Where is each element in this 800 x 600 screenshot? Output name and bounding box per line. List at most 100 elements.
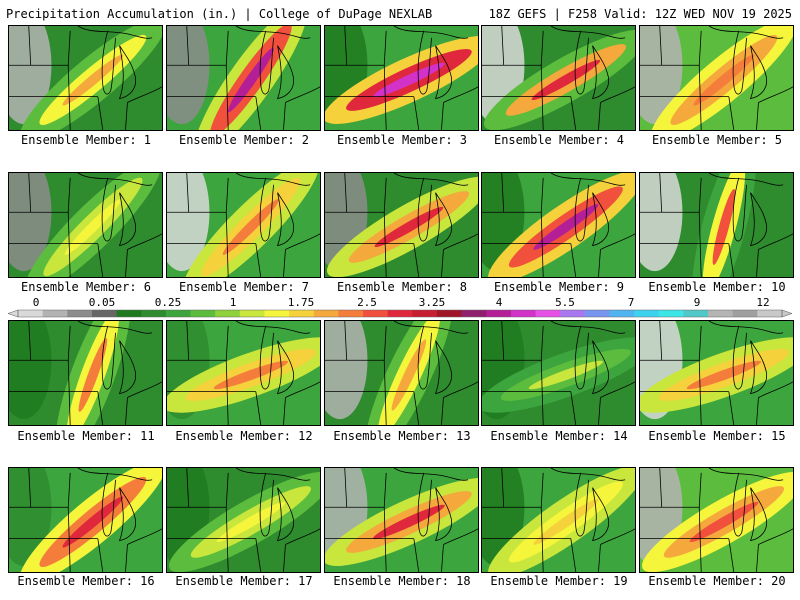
ensemble-member-label: Ensemble Member: 5	[651, 133, 783, 147]
colorbar-swatch	[363, 310, 389, 317]
colorbar-tick-label: 2.5	[357, 296, 377, 309]
precip-field	[325, 468, 478, 572]
colorbar-tick-label: 7	[627, 296, 635, 309]
colorbar-swatch	[91, 310, 118, 317]
ensemble-member-map	[324, 467, 479, 573]
ensemble-member-label: Ensemble Member: 19	[490, 574, 628, 588]
ensemble-member-map	[8, 320, 163, 426]
precip-field	[640, 468, 793, 572]
colorbar-swatch	[67, 310, 93, 317]
ensemble-member-label: Ensemble Member: 6	[20, 280, 152, 294]
colorbar-swatch	[732, 310, 758, 317]
ensemble-member-map	[481, 320, 636, 426]
ensemble-member-label: Ensemble Member: 13	[333, 429, 471, 443]
ensemble-member-map	[166, 320, 321, 426]
colorbar-tick-label: 0.25	[154, 296, 182, 309]
colorbar-swatch	[289, 310, 315, 317]
colorbar-swatch	[683, 310, 709, 317]
precip-field	[482, 321, 635, 425]
ensemble-member-label: Ensemble Member: 12	[175, 429, 313, 443]
ensemble-member-map	[8, 25, 163, 131]
ensemble-member-map	[324, 172, 479, 278]
ensemble-member-label: Ensemble Member: 16	[17, 574, 155, 588]
colorbar-swatch	[560, 310, 586, 317]
ensemble-member-label: Ensemble Member: 2	[178, 133, 310, 147]
ensemble-member-map	[166, 25, 321, 131]
colorbar-tick-label: 0.05	[88, 296, 116, 309]
colorbar-arrow	[781, 309, 793, 318]
ensemble-member-label: Ensemble Member: 1	[20, 133, 152, 147]
colorbar-swatch	[264, 310, 290, 317]
colorbar-swatch	[609, 310, 635, 317]
ensemble-member-label: Ensemble Member: 4	[493, 133, 625, 147]
colorbar-swatch	[190, 310, 216, 317]
precip-field	[9, 468, 162, 572]
precip-field	[167, 468, 320, 572]
ensemble-member-map	[481, 25, 636, 131]
colorbar-swatch	[757, 310, 783, 317]
colorbar-swatch	[387, 310, 413, 317]
colorbar-tick-label: 1.75	[287, 296, 315, 309]
colorbar-swatch	[338, 310, 364, 317]
colorbar-swatch	[510, 310, 537, 317]
colorbar-tick-label: 5.5	[555, 296, 575, 309]
precip-field	[325, 173, 478, 277]
precip-field	[167, 321, 320, 425]
ensemble-member-label: Ensemble Member: 3	[336, 133, 468, 147]
ensemble-member-label: Ensemble Member: 11	[17, 429, 155, 443]
ensemble-member-label: Ensemble Member: 7	[178, 280, 310, 294]
precip-colorbar	[7, 309, 793, 318]
colorbar-swatch	[18, 310, 44, 317]
model-valid-time: 18Z GEFS | F258 Valid: 12Z WED NOV 19 20…	[488, 7, 792, 21]
colorbar-swatch	[584, 310, 610, 317]
precip-field	[640, 321, 793, 425]
colorbar-swatch	[535, 310, 561, 317]
precip-field	[9, 321, 162, 425]
ensemble-member-map	[639, 25, 794, 131]
colorbar-swatch	[412, 310, 438, 317]
colorbar-swatch	[436, 310, 463, 317]
precip-field	[9, 173, 162, 277]
colorbar-swatch	[116, 310, 142, 317]
ensemble-member-label: Ensemble Member: 10	[648, 280, 786, 294]
ensemble-member-map	[166, 467, 321, 573]
ensemble-member-label: Ensemble Member: 14	[490, 429, 628, 443]
ensemble-member-map	[324, 320, 479, 426]
colorbar-swatch	[165, 310, 192, 317]
ensemble-member-label: Ensemble Member: 20	[648, 574, 786, 588]
ensemble-member-map	[324, 25, 479, 131]
ensemble-member-map	[8, 172, 163, 278]
colorbar-swatch	[42, 310, 68, 317]
precip-field	[167, 26, 320, 130]
colorbar-swatch	[141, 310, 167, 317]
precip-field	[482, 468, 635, 572]
colorbar-tick-label: 9	[693, 296, 701, 309]
precip-field	[640, 26, 793, 130]
colorbar-swatch	[461, 310, 487, 317]
colorbar-tick-label: 0	[32, 296, 40, 309]
ensemble-member-label: Ensemble Member: 18	[333, 574, 471, 588]
precip-field	[482, 173, 635, 277]
colorbar-swatch	[658, 310, 684, 317]
ensemble-member-map	[639, 467, 794, 573]
colorbar-swatch	[313, 310, 339, 317]
colorbar-swatch	[239, 310, 265, 317]
colorbar-swatch	[486, 310, 512, 317]
precip-field	[325, 26, 478, 130]
colorbar-swatch	[634, 310, 660, 317]
colorbar-tick-label: 12	[756, 296, 770, 309]
ensemble-member-map	[481, 172, 636, 278]
ensemble-member-map	[639, 172, 794, 278]
colorbar-swatch	[215, 310, 241, 317]
precip-field	[167, 173, 320, 277]
ensemble-member-map	[639, 320, 794, 426]
ensemble-member-map	[8, 467, 163, 573]
ensemble-member-map	[166, 172, 321, 278]
colorbar-arrow	[7, 309, 19, 318]
precip-field	[325, 321, 478, 425]
colorbar-tick-label: 1	[229, 296, 237, 309]
ensemble-member-label: Ensemble Member: 9	[493, 280, 625, 294]
ensemble-member-label: Ensemble Member: 8	[336, 280, 468, 294]
colorbar-swatch	[708, 310, 734, 317]
ensemble-member-map	[481, 467, 636, 573]
